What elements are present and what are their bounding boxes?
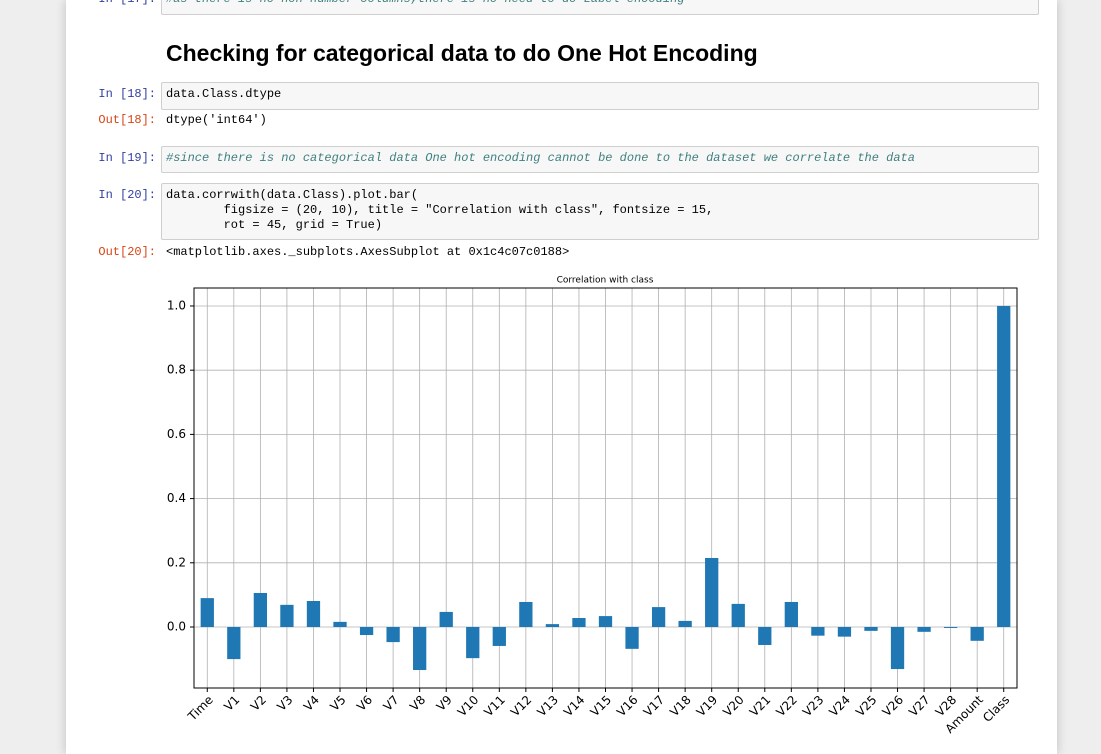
code-line: data.Class.dtype [166, 87, 282, 101]
x-tick-label: V19 [694, 693, 721, 720]
bar [227, 627, 241, 660]
x-tick-label: V12 [508, 693, 535, 720]
bar [333, 621, 347, 628]
bar [359, 627, 374, 636]
bar [917, 627, 931, 632]
code-line: figsize = (20, 10), title = "Correlation… [166, 203, 714, 217]
out-prompt: Out[20]: [98, 245, 156, 259]
y-tick-label: 0.4 [167, 491, 186, 505]
in-prompt: In [17]: [66, 0, 156, 6]
bar [731, 603, 745, 628]
x-tick-label: V13 [534, 693, 561, 720]
x-tick-label: Time [184, 693, 215, 724]
bar [997, 305, 1011, 628]
code-cell[interactable] [161, 0, 1039, 15]
x-tick-label: V20 [720, 693, 747, 720]
bar [890, 627, 905, 670]
bar [492, 627, 506, 646]
chart-title: Correlation with class [557, 276, 654, 286]
code-line: #as there is no non number columns,there… [166, 0, 684, 6]
output: dtype('int64') [166, 113, 267, 127]
bar [678, 620, 692, 628]
bar [837, 627, 852, 637]
bar [413, 627, 427, 671]
x-tick-label: V25 [853, 693, 880, 720]
code-line: data.corrwith(data.Class).plot.bar( [166, 188, 419, 202]
x-tick-label: V23 [800, 693, 827, 720]
bar [625, 627, 639, 649]
x-tick-label: V5 [328, 693, 349, 714]
x-tick-label: V22 [773, 693, 800, 720]
bar [306, 601, 321, 628]
bar [864, 627, 878, 631]
x-tick-label: V15 [588, 693, 615, 720]
bar [572, 618, 586, 628]
x-tick-label: V16 [614, 693, 641, 720]
in-prompt: In [18]: [98, 87, 156, 101]
x-tick-label: V9 [434, 693, 455, 714]
bar [519, 601, 533, 628]
bar [545, 624, 560, 628]
bar [598, 616, 613, 628]
output: <matplotlib.axes._subplots.AxesSubplot a… [166, 245, 570, 259]
x-tick-label: V27 [906, 693, 933, 720]
x-tick-label: V14 [561, 693, 588, 720]
bar [705, 557, 719, 628]
x-tick-label: V8 [407, 693, 428, 714]
bar [758, 627, 772, 645]
bar [784, 601, 798, 628]
bar [200, 598, 214, 628]
x-tick-label: V2 [248, 693, 269, 714]
bar [439, 611, 453, 628]
x-tick-label: Class [980, 693, 1012, 725]
bar [386, 627, 400, 643]
bar [466, 627, 480, 659]
bar [811, 627, 825, 636]
in-prompt: In [20]: [98, 188, 156, 202]
out-prompt: Out[18]: [98, 113, 156, 127]
x-tick-label: V4 [301, 693, 322, 714]
y-tick-label: 0.2 [167, 555, 186, 569]
x-tick-label: V6 [354, 693, 375, 714]
x-tick-label: V26 [880, 693, 907, 720]
code-line: #since there is no categorical data One … [166, 151, 915, 165]
code-line: rot = 45, grid = True) [166, 218, 383, 232]
y-tick-label: 0.6 [167, 427, 186, 441]
code-cell[interactable] [161, 146, 1039, 173]
bar [253, 592, 268, 628]
code-cell[interactable] [161, 183, 1039, 240]
x-tick-label: V1 [221, 693, 242, 714]
x-tick-label: V18 [667, 693, 694, 720]
bar [651, 607, 666, 628]
y-tick-label: 0.8 [167, 363, 186, 377]
x-tick-label: V24 [827, 693, 854, 720]
y-tick-label: 1.0 [167, 298, 186, 312]
bar [970, 627, 984, 641]
x-tick-label: V3 [274, 693, 295, 714]
x-tick-label: V21 [747, 693, 774, 720]
x-tick-label: V7 [381, 693, 402, 714]
bar [943, 627, 958, 628]
x-tick-label: V10 [455, 693, 482, 720]
code-cell[interactable] [161, 82, 1039, 110]
bar [280, 604, 294, 628]
in-prompt: In [19]: [98, 151, 156, 165]
y-tick-label: 0.0 [167, 620, 186, 634]
x-tick-label: V17 [641, 693, 668, 720]
axes-frame [193, 287, 1018, 689]
x-tick-label: V11 [481, 693, 508, 720]
heading: Checking for categorical data to do One … [166, 40, 758, 66]
